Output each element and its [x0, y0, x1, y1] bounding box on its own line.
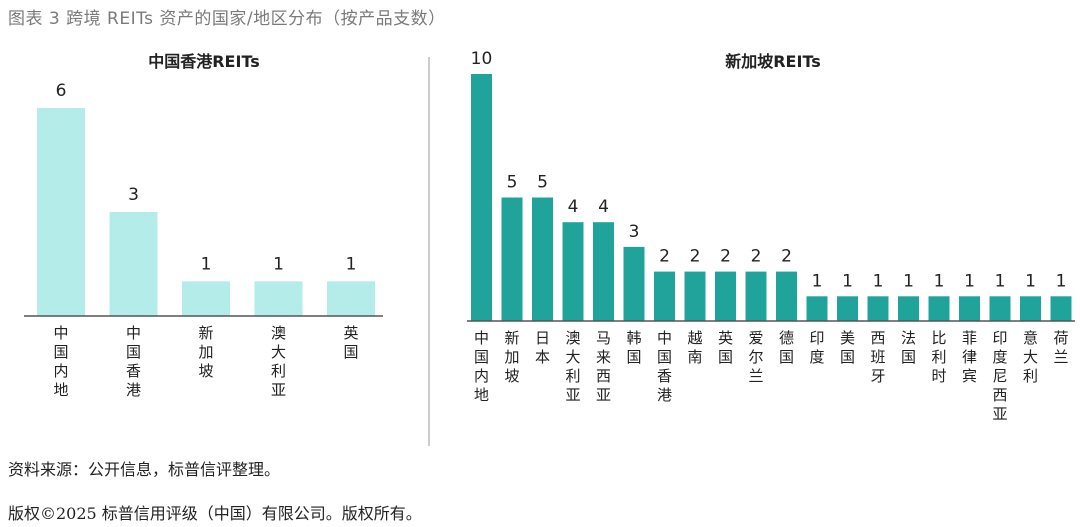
sg-category-label: 日本	[535, 329, 550, 366]
hk-category-label: 中国香港	[126, 324, 141, 399]
sg-value-label: 4	[598, 197, 609, 217]
sg-value-label: 4	[568, 197, 579, 217]
sg-chart-title: 新加坡REITs	[725, 52, 821, 71]
sg-category-label: 澳大利亚	[565, 329, 580, 404]
sg-category-label: 荷兰	[1053, 329, 1068, 366]
sg-value-label: 1	[964, 271, 975, 291]
sg-value-label: 1	[812, 271, 823, 291]
hk-value-label: 1	[346, 254, 357, 274]
hk-bar	[327, 281, 375, 316]
sg-category-label: 中国香港	[657, 329, 672, 404]
sg-category-label: 意大利	[1023, 329, 1038, 385]
sg-bar	[898, 296, 919, 321]
sg-bar	[776, 271, 797, 321]
sg-bar	[593, 222, 614, 321]
sg-bar	[562, 222, 584, 321]
sg-bar	[928, 296, 950, 321]
sg-bar	[989, 296, 1011, 321]
hk-value-label: 1	[273, 254, 284, 274]
sg-category-label: 德国	[779, 329, 794, 366]
sg-category-label: 英国	[718, 329, 733, 366]
sg-bar	[837, 296, 858, 321]
sg-bar	[745, 271, 767, 321]
source-note: 资料来源：公开信息，标普信评整理。	[8, 460, 281, 479]
sg-category-label: 印度	[809, 329, 824, 366]
hk-category-label: 中国内地	[53, 324, 68, 399]
sg-value-label: 1	[903, 271, 914, 291]
hk-bar	[109, 212, 158, 316]
sg-value-label: 1	[995, 271, 1006, 291]
sg-category-label: 比利时	[931, 329, 946, 385]
hk-bar	[254, 281, 303, 316]
sg-category-label: 越南	[687, 329, 702, 366]
sg-value-label: 1	[1025, 271, 1036, 291]
hk-chart-title: 中国香港REITs	[148, 52, 260, 71]
sg-value-label: 3	[629, 222, 640, 242]
sg-bar	[867, 296, 889, 321]
sg-reits-chart: 新加坡REITs 10 中国内地 5 新加坡 5 日本 4 澳大利亚 4 马来西亚 3 韩国 2 中国香港…	[467, 49, 1075, 423]
sg-category-label: 印度尼西亚	[992, 329, 1007, 423]
sg-value-label: 1	[1056, 271, 1067, 291]
sg-category-label: 菲律宾	[962, 329, 977, 385]
sg-value-label: 2	[751, 247, 762, 267]
sg-bar	[1050, 296, 1072, 321]
sg-category-label: 新加坡	[504, 329, 519, 385]
sg-value-label: 1	[842, 271, 853, 291]
figure-title: 图表 3 跨境 REITs 资产的国家/地区分布（按产品支数）	[8, 9, 446, 29]
hk-value-label: 6	[56, 81, 67, 101]
hk-bar	[182, 281, 230, 316]
sg-bar	[623, 246, 645, 321]
sg-category-label: 爱尔兰	[748, 329, 763, 385]
sg-category-label: 马来西亚	[596, 329, 611, 404]
sg-value-label: 5	[507, 173, 518, 193]
sg-bar	[684, 271, 706, 321]
hk-category-label: 英国	[343, 324, 358, 361]
hk-bar	[37, 108, 85, 316]
copyright-note: 版权©2025 标普信用评级（中国）有限公司。版权所有。	[8, 504, 422, 523]
sg-category-label: 中国内地	[474, 329, 489, 404]
sg-value-label: 10	[471, 49, 493, 69]
sg-category-label: 法国	[901, 329, 916, 366]
sg-category-label: 韩国	[626, 329, 641, 366]
sg-value-label: 1	[873, 271, 884, 291]
sg-value-label: 2	[659, 247, 670, 267]
sg-bar	[959, 296, 980, 321]
sg-bar	[1020, 296, 1041, 321]
sg-value-label: 2	[720, 247, 731, 267]
hk-value-label: 3	[128, 185, 139, 205]
sg-bar	[471, 74, 492, 321]
sg-bar	[532, 197, 553, 321]
sg-value-label: 1	[934, 271, 945, 291]
hk-value-label: 1	[201, 254, 212, 274]
sg-bar	[715, 271, 736, 321]
sg-category-label: 美国	[840, 329, 855, 366]
hk-category-label: 新加坡	[198, 324, 213, 380]
sg-bar	[654, 271, 675, 321]
sg-bar	[501, 197, 523, 321]
sg-value-label: 2	[690, 247, 701, 267]
hk-category-label: 澳大利亚	[271, 324, 286, 399]
sg-category-label: 西班牙	[870, 329, 885, 385]
sg-value-label: 2	[781, 247, 792, 267]
hk-reits-chart: 中国香港REITs 6 中国内地 3 中国香港 1 新加坡 1 澳大利亚 1 英国	[24, 52, 383, 399]
sg-value-label: 5	[537, 173, 548, 193]
sg-bar	[806, 296, 828, 321]
